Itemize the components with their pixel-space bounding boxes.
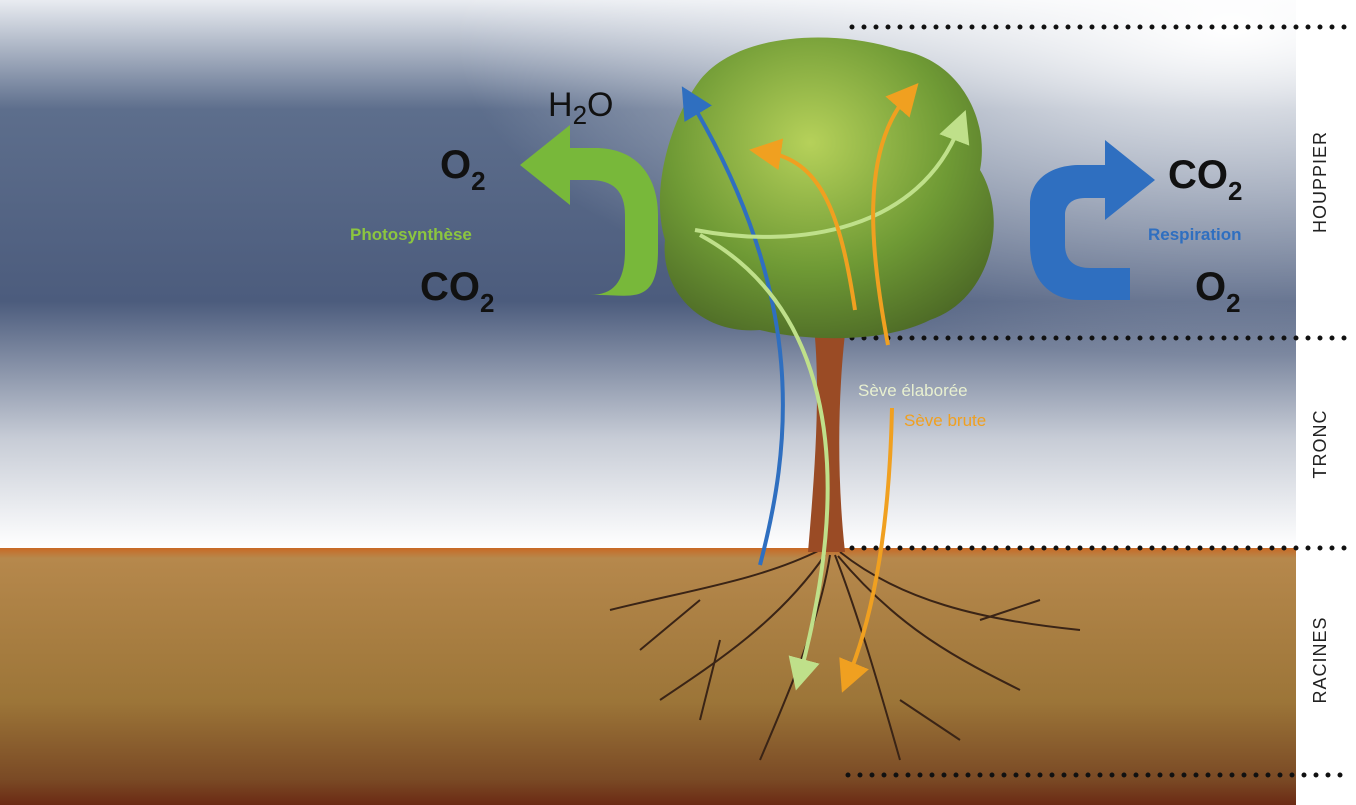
respiration-label: Respiration [1148, 225, 1242, 244]
diagram: H2O O2 Photosynthèse CO2 CO2 Respiration… [0, 0, 1356, 805]
soil [0, 548, 1296, 805]
photosynthesis-label: Photosynthèse [350, 225, 472, 244]
zone-label: TRONC [1310, 410, 1330, 479]
elaborated-sap-label: Sève élaborée [858, 381, 968, 400]
zone-label: HOUPPIER [1310, 131, 1330, 233]
raw-sap-label: Sève brute [904, 411, 986, 430]
zone-label: RACINES [1310, 616, 1330, 703]
tree-crown [660, 38, 994, 339]
